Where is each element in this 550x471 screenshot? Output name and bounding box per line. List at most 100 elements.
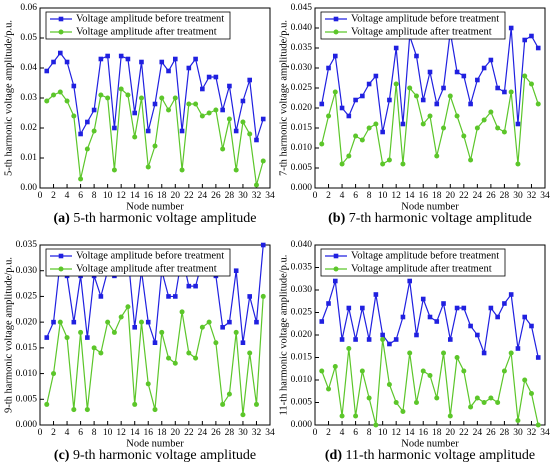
x-tick-label: 26: [486, 428, 496, 438]
marker: [332, 278, 338, 284]
marker: [488, 57, 494, 63]
marker: [166, 107, 172, 113]
legend-label: Voltage amplitude after treatment: [76, 263, 217, 274]
x-tick-label: 34: [540, 428, 550, 438]
plot-frame: [39, 244, 271, 426]
marker: [253, 182, 259, 188]
legend-marker: [58, 266, 64, 272]
caption: (a) 5-th harmonic voltage amplitude: [54, 211, 257, 226]
marker: [413, 93, 419, 99]
marker: [213, 340, 219, 346]
x-tick-label: 26: [211, 191, 221, 201]
series-line: [321, 339, 539, 426]
marker: [132, 324, 138, 330]
marker: [166, 68, 171, 74]
marker: [481, 65, 487, 71]
marker: [528, 81, 534, 87]
x-tick-label: 30: [238, 191, 248, 201]
marker: [71, 83, 77, 89]
x-tick-label: 14: [405, 428, 415, 438]
marker: [353, 133, 359, 139]
marker: [360, 93, 365, 99]
x-tick-label: 22: [184, 428, 194, 438]
x-tick-label: 0: [38, 428, 43, 438]
marker: [85, 119, 90, 125]
marker: [332, 53, 338, 59]
y-tick-label: 0.03: [20, 93, 37, 103]
marker: [380, 129, 385, 135]
marker: [475, 332, 480, 338]
x-tick-label: 0: [313, 191, 318, 201]
marker: [44, 68, 50, 74]
x-tick-label: 22: [459, 428, 469, 438]
marker: [427, 314, 433, 320]
marker: [199, 324, 205, 330]
marker: [420, 121, 426, 127]
x-tick-label: 22: [184, 191, 194, 201]
x-tick-label: 8: [367, 428, 372, 438]
marker: [111, 167, 117, 173]
marker: [44, 401, 50, 407]
marker: [260, 158, 266, 164]
y-tick-label: 0.045: [291, 3, 313, 13]
marker: [240, 119, 246, 125]
marker: [441, 350, 447, 356]
marker: [84, 146, 90, 152]
legend-label: Voltage amplitude after treatment: [76, 26, 217, 37]
marker: [138, 319, 144, 325]
x-tick-label: 16: [143, 191, 153, 201]
marker: [138, 95, 144, 101]
y-axis-label: 11-th harmonic voltage amplitude/p.u.: [278, 255, 289, 416]
marker: [495, 400, 501, 405]
marker: [359, 368, 365, 374]
legend-box: [45, 248, 231, 277]
marker: [326, 301, 331, 306]
marker: [529, 323, 534, 329]
marker: [454, 69, 460, 75]
marker: [346, 346, 352, 351]
marker: [98, 92, 104, 98]
marker: [71, 113, 77, 119]
x-tick-label: 30: [513, 191, 523, 201]
marker: [132, 401, 138, 407]
x-tick-label: 12: [391, 191, 401, 201]
x-tick-label: 30: [513, 428, 523, 438]
marker: [51, 59, 56, 65]
marker: [535, 45, 541, 51]
marker: [366, 337, 372, 342]
marker: [420, 97, 426, 103]
x-axis-label: Node number: [401, 201, 459, 212]
marker: [441, 85, 446, 91]
marker: [193, 101, 199, 107]
marker: [454, 355, 460, 360]
marker: [98, 350, 104, 356]
marker: [260, 293, 266, 299]
marker: [145, 319, 151, 325]
x-tick-label: 6: [353, 428, 358, 438]
marker: [145, 164, 151, 170]
marker: [427, 373, 433, 378]
marker: [132, 110, 138, 116]
caption-label: (d): [325, 448, 342, 463]
marker: [441, 301, 446, 306]
y-tick-label: 0.010: [16, 369, 38, 379]
x-tick-label: 16: [143, 428, 153, 438]
marker: [502, 89, 507, 95]
legend-label: Voltage amplitude before treatment: [351, 13, 499, 24]
marker: [139, 59, 144, 65]
marker: [220, 401, 226, 407]
marker: [427, 69, 433, 75]
marker: [125, 304, 131, 310]
caption-label: (a): [54, 211, 71, 226]
y-tick-label: 0.000: [291, 420, 313, 430]
marker: [145, 128, 151, 134]
y-tick-label: 0.000: [16, 420, 38, 430]
y-tick-label: 0.035: [291, 43, 313, 53]
marker: [51, 319, 56, 325]
y-tick-label: 0.020: [291, 103, 313, 113]
x-tick-label: 28: [500, 428, 510, 438]
marker: [319, 368, 325, 374]
marker: [400, 161, 406, 167]
marker: [475, 77, 480, 83]
